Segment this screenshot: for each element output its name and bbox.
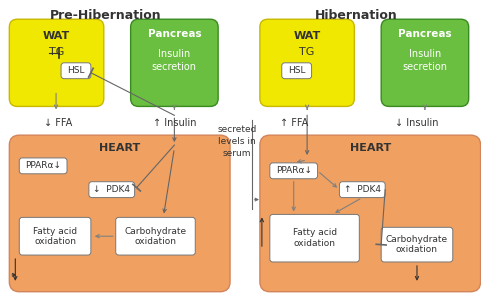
Text: HEART: HEART (99, 143, 140, 153)
FancyBboxPatch shape (89, 182, 134, 198)
FancyBboxPatch shape (282, 63, 311, 79)
Text: Insulin
secretion: Insulin secretion (152, 49, 197, 72)
Text: WAT: WAT (294, 31, 321, 41)
Text: Pre-Hibernation: Pre-Hibernation (50, 9, 161, 22)
Text: Insulin
secretion: Insulin secretion (402, 49, 447, 72)
FancyBboxPatch shape (9, 135, 230, 292)
Text: Fatty acid
oxidation: Fatty acid oxidation (33, 227, 77, 246)
FancyBboxPatch shape (381, 227, 453, 262)
FancyBboxPatch shape (116, 217, 195, 255)
FancyBboxPatch shape (61, 63, 91, 79)
FancyBboxPatch shape (381, 19, 469, 106)
Text: ↑ Insulin: ↑ Insulin (152, 118, 196, 128)
Text: ↓  PDK4: ↓ PDK4 (93, 185, 130, 194)
FancyBboxPatch shape (9, 19, 104, 106)
Text: TG: TG (299, 47, 315, 57)
FancyBboxPatch shape (270, 163, 318, 179)
Text: ↓ FFA: ↓ FFA (44, 118, 72, 128)
Text: Pancreas: Pancreas (147, 29, 201, 39)
Text: ↑ FFA: ↑ FFA (280, 118, 308, 128)
Text: PPARα↓: PPARα↓ (276, 166, 312, 175)
FancyBboxPatch shape (339, 182, 385, 198)
FancyBboxPatch shape (131, 19, 218, 106)
Text: ↓ Insulin: ↓ Insulin (395, 118, 439, 128)
FancyBboxPatch shape (270, 215, 359, 262)
Text: WAT: WAT (43, 31, 70, 41)
Text: Fatty acid
oxidation: Fatty acid oxidation (293, 228, 336, 248)
FancyBboxPatch shape (260, 135, 481, 292)
FancyBboxPatch shape (19, 158, 67, 174)
Text: PPARα↓: PPARα↓ (25, 161, 61, 170)
Text: HEART: HEART (349, 143, 391, 153)
FancyBboxPatch shape (19, 217, 91, 255)
Text: Hibernation: Hibernation (315, 9, 398, 22)
Text: HSL: HSL (288, 66, 306, 75)
Text: Pancreas: Pancreas (398, 29, 452, 39)
FancyBboxPatch shape (260, 19, 354, 106)
Text: secreted
levels in
serum: secreted levels in serum (217, 125, 257, 158)
Text: Carbohydrate
oxidation: Carbohydrate oxidation (124, 227, 187, 246)
Text: Carbohydrate
oxidation: Carbohydrate oxidation (386, 235, 448, 254)
Text: HSL: HSL (67, 66, 85, 75)
Text: TG: TG (49, 47, 64, 57)
Text: ↑  PDK4: ↑ PDK4 (344, 185, 381, 194)
